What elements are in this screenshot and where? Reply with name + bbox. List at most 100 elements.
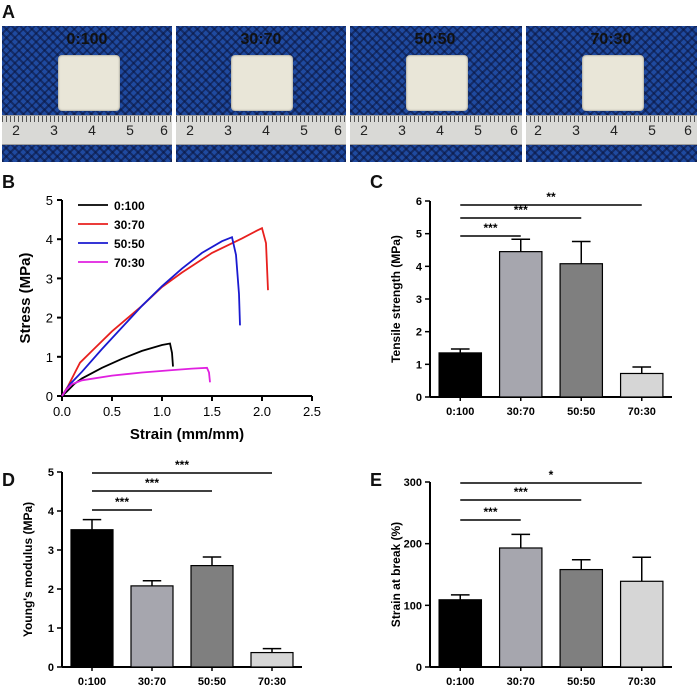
bar-30-70: [498, 251, 543, 398]
sample-photo-4: 70:30 2 3 4 5 6: [526, 26, 697, 162]
ruler-number: 2: [534, 122, 542, 138]
y-tick-label: 6: [416, 196, 422, 208]
ruler-number: 3: [572, 122, 580, 138]
ruler: 2 3 4 5 6: [350, 115, 522, 145]
film-sample: [582, 55, 644, 111]
ruler-number: 5: [648, 122, 656, 138]
y-tick-label: 0: [416, 392, 422, 404]
x-tick-label: 30:70: [507, 406, 535, 418]
bar-30-70: [498, 547, 543, 668]
significance-label: ***: [514, 485, 528, 499]
significance-label: ***: [145, 476, 159, 490]
legend-label: 30:70: [114, 218, 145, 232]
legend-label: 70:30: [114, 256, 145, 270]
bar-70-30: [619, 372, 664, 398]
y-tick-label: 300: [404, 477, 422, 489]
y-tick-label: 0: [46, 389, 53, 404]
x-tick-label: 0.5: [103, 404, 121, 419]
x-tick-label: 0:100: [446, 676, 474, 688]
y-tick-label: 1: [46, 350, 53, 365]
ruler-number: 4: [262, 122, 270, 138]
panel-label-c: C: [370, 172, 383, 192]
ruler-number: 3: [398, 122, 406, 138]
bar-50-50: [559, 568, 604, 668]
ruler: 2 3 4 5 6: [526, 115, 697, 145]
bar-0-100: [438, 599, 483, 668]
ruler: 2 3 4 5 6: [176, 115, 346, 145]
significance-label: ***: [175, 458, 189, 472]
ruler-number: 2: [12, 122, 20, 138]
bar-50-50: [190, 564, 234, 668]
ruler-number: 3: [224, 122, 232, 138]
y-tick-label: 3: [416, 294, 422, 306]
film-sample: [58, 55, 120, 111]
bar-70-30: [619, 580, 664, 668]
y-tick-label: 2: [46, 311, 53, 326]
series-line-0-100: [61, 342, 174, 397]
ruler: 2 3 4 5 6: [2, 115, 172, 145]
ruler-number: 2: [360, 122, 368, 138]
x-tick-label: 0:100: [446, 406, 474, 418]
significance-label: ***: [483, 505, 497, 519]
x-tick-label: 30:70: [507, 676, 535, 688]
y-tick-label: 0: [48, 662, 54, 674]
x-tick-label: 70:30: [628, 676, 656, 688]
significance-label: ***: [115, 495, 129, 509]
x-tick-label: 0.0: [53, 404, 71, 419]
significance-label: *: [549, 468, 554, 482]
x-tick-label: 0:100: [78, 676, 106, 688]
panel-label-d: D: [2, 470, 15, 490]
y-axis-title: Strain at break (%): [389, 522, 403, 627]
sample-photo-3: 50:50 2 3 4 5 6: [350, 26, 522, 162]
x-tick-label: 50:50: [567, 406, 595, 418]
x-tick-label: 50:50: [198, 676, 226, 688]
ruler-number: 4: [436, 122, 444, 138]
photo-title: 50:50: [414, 31, 456, 48]
significance-label: ***: [514, 203, 528, 217]
series-line-50-50: [61, 235, 241, 397]
y-tick-label: 0: [416, 662, 422, 674]
y-tick-label: 2: [48, 584, 54, 596]
bar-70-30: [250, 651, 294, 668]
film-sample: [406, 55, 468, 111]
x-axis-title: Strain (mm/mm): [130, 426, 244, 443]
significance-label: **: [546, 190, 556, 204]
legend-label: 50:50: [114, 237, 145, 251]
x-tick-label: 1.0: [153, 404, 171, 419]
y-tick-label: 3: [48, 545, 54, 557]
panel-label-a: A: [2, 2, 15, 22]
ruler-number: 5: [300, 122, 308, 138]
y-tick-label: 200: [404, 539, 422, 551]
ruler-number: 5: [474, 122, 482, 138]
y-axis-title: Stress (MPa): [17, 253, 34, 344]
y-tick-label: 1: [416, 359, 422, 371]
ruler-number: 2: [186, 122, 194, 138]
y-tick-label: 5: [416, 229, 422, 241]
y-tick-label: 3: [46, 271, 53, 286]
ruler-number: 3: [50, 122, 58, 138]
photo-title: 0:100: [66, 31, 108, 48]
sample-photo-1: 0:100 2 3 4 5 6: [2, 26, 172, 162]
x-tick-label: 2.5: [303, 404, 321, 419]
bar-30-70: [130, 585, 174, 668]
y-tick-label: 2: [416, 327, 422, 339]
x-tick-label: 2.0: [253, 404, 271, 419]
significance-label: ***: [483, 221, 497, 235]
ruler-number: 5: [126, 122, 134, 138]
ruler-number: 6: [160, 122, 168, 138]
bar-0-100: [70, 529, 114, 668]
bar-0-100: [438, 352, 483, 398]
x-tick-label: 50:50: [567, 676, 595, 688]
panel-label-b: B: [2, 172, 15, 192]
sample-photo-2: 30:70 2 3 4 5 6: [176, 26, 346, 162]
ruler-number: 6: [684, 122, 692, 138]
x-tick-label: 30:70: [138, 676, 166, 688]
ruler-number: 6: [334, 122, 342, 138]
y-tick-label: 4: [46, 232, 53, 247]
y-tick-label: 1: [48, 623, 54, 635]
y-axis-title: Tensile strength (MPa): [389, 235, 403, 363]
x-tick-label: 70:30: [628, 406, 656, 418]
y-tick-label: 100: [404, 600, 422, 612]
